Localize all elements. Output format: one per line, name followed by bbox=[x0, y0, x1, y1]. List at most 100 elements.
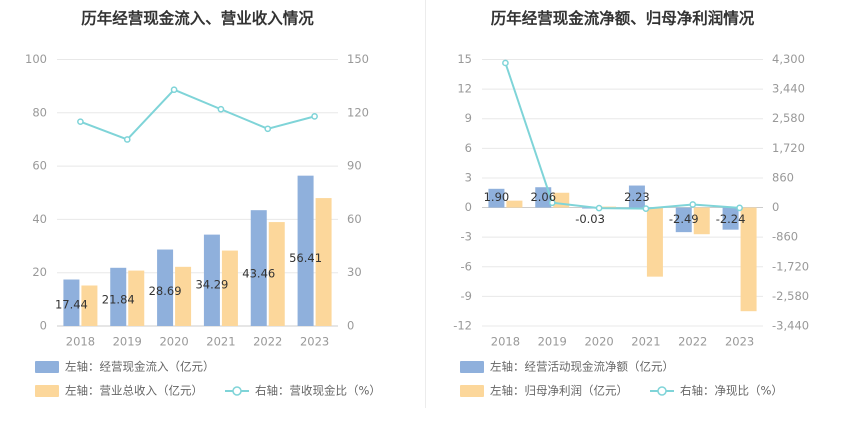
y-right-tick-label: 60 bbox=[347, 212, 362, 226]
data-label: 17.44 bbox=[55, 298, 88, 312]
y-left-tick-label: -9 bbox=[461, 289, 472, 303]
data-label: 34.29 bbox=[195, 277, 228, 291]
bar-secondary bbox=[175, 266, 192, 326]
x-tick-label: 2023 bbox=[725, 335, 754, 349]
bar-secondary bbox=[81, 285, 98, 326]
y-right-tick-label: -3,440 bbox=[772, 319, 809, 333]
bar-secondary bbox=[315, 198, 332, 326]
chart-net-cash-profit: 历年经营现金流净额、归母净利润情况 -12 -3,440 -9 -2,580 -6 -1,7… bbox=[453, 9, 809, 398]
x-tick-label: 2023 bbox=[300, 335, 329, 349]
x-tick-label: 2020 bbox=[584, 335, 613, 349]
x-tick-label: 2018 bbox=[66, 335, 95, 349]
line-point bbox=[170, 86, 178, 94]
bar-primary bbox=[582, 207, 599, 209]
y-left-tick-label: 0 bbox=[465, 200, 472, 214]
x-tick-label: 2022 bbox=[678, 335, 707, 349]
line-point bbox=[311, 113, 318, 120]
x-tick-label: 2019 bbox=[538, 335, 567, 349]
y-right-tick-label: -860 bbox=[772, 230, 798, 244]
legend-label: 左轴：经营现金流入（亿元） bbox=[65, 360, 215, 374]
line-point bbox=[217, 105, 225, 113]
bar-primary bbox=[675, 207, 692, 233]
line-point bbox=[77, 118, 84, 126]
legend-swatch-primary-bar bbox=[35, 361, 59, 373]
y-left-tick-label: -3 bbox=[461, 230, 472, 244]
y-right-tick-label: 4,300 bbox=[772, 52, 805, 66]
bar-secondary bbox=[693, 207, 710, 235]
bar-primary bbox=[488, 188, 505, 208]
chart-cash-inflow-revenue: 历年经营现金流入、营业收入情况 0 0 20 30 40 60 60 90 80 120 100 150… bbox=[25, 9, 381, 398]
bar-primary bbox=[250, 210, 267, 326]
chart-panel-net-cash-profit: 历年经营现金流净额、归母净利润情况 -12 -3,440 -9 -2,580 -6 -1,7… bbox=[425, 0, 850, 437]
bar-primary bbox=[535, 187, 552, 208]
legend-label: 左轴：经营活动现金流净额（亿元） bbox=[490, 360, 674, 374]
data-label: 2.06 bbox=[530, 190, 556, 204]
y-right-tick-label: 150 bbox=[347, 52, 369, 66]
y-left-tick-label: 15 bbox=[457, 52, 472, 66]
y-right-tick-label: 90 bbox=[347, 159, 362, 173]
y-right-tick-label: 120 bbox=[347, 105, 369, 119]
legend-label: 右轴：净现比（%） bbox=[680, 384, 783, 398]
y-left-tick-label: -12 bbox=[453, 319, 472, 333]
x-tick-label: 2020 bbox=[159, 335, 188, 349]
data-label: 56.41 bbox=[289, 251, 322, 265]
data-label: 43.46 bbox=[242, 266, 275, 280]
bar-secondary bbox=[506, 200, 523, 208]
legend-label: 右轴：营收现金比（%） bbox=[255, 384, 381, 398]
y-right-tick-label: 0 bbox=[347, 319, 354, 333]
y-right-tick-label: -2,580 bbox=[772, 289, 809, 303]
series-line bbox=[80, 88, 315, 141]
y-left-tick-label: 20 bbox=[32, 265, 47, 279]
legend-swatch-secondary-bar bbox=[460, 385, 484, 397]
x-tick-label: 2021 bbox=[631, 335, 660, 349]
y-left-tick-label: 80 bbox=[32, 105, 47, 119]
panel-divider bbox=[425, 0, 426, 408]
legend-label: 左轴：归母净利润（亿元） bbox=[490, 384, 628, 398]
y-right-tick-label: 3,440 bbox=[772, 82, 805, 96]
bar-secondary bbox=[600, 206, 617, 208]
line-point bbox=[123, 136, 131, 143]
bar-primary bbox=[110, 267, 127, 326]
line-point bbox=[595, 204, 603, 212]
y-right-tick-label: 0 bbox=[772, 200, 779, 214]
bar-secondary bbox=[646, 207, 663, 277]
y-right-tick-label: 30 bbox=[347, 265, 362, 279]
chart-title: 历年经营现金流净额、归母净利润情况 bbox=[491, 9, 755, 28]
y-left-tick-label: 3 bbox=[465, 170, 472, 184]
data-label: -2.24 bbox=[716, 212, 746, 226]
bar-primary bbox=[297, 175, 314, 326]
legend-swatch-secondary-bar bbox=[35, 385, 59, 397]
bar-secondary bbox=[740, 207, 757, 312]
y-left-tick-label: 40 bbox=[32, 212, 47, 226]
y-left-tick-label: 9 bbox=[465, 111, 472, 125]
bar-primary bbox=[628, 185, 645, 208]
y-left-tick-label: 100 bbox=[25, 52, 47, 66]
y-left-tick-label: 0 bbox=[40, 319, 47, 333]
bar-secondary bbox=[128, 270, 145, 326]
x-tick-label: 2018 bbox=[491, 335, 520, 349]
line-point bbox=[689, 201, 697, 208]
chart-panel-cash-inflow-revenue: 历年经营现金流入、营业收入情况 0 0 20 30 40 60 60 90 80 120 100 150… bbox=[0, 0, 425, 437]
line-point bbox=[502, 59, 509, 67]
line-point bbox=[264, 125, 272, 133]
y-right-tick-label: 1,720 bbox=[772, 141, 805, 155]
bar-secondary bbox=[221, 250, 238, 326]
line-point bbox=[736, 204, 743, 212]
y-left-tick-label: 6 bbox=[465, 141, 472, 155]
bar-primary bbox=[157, 249, 174, 326]
x-tick-label: 2019 bbox=[113, 335, 142, 349]
y-left-tick-label: 60 bbox=[32, 159, 47, 173]
legend-label: 左轴：营业总收入（亿元） bbox=[65, 384, 203, 398]
y-right-tick-label: -1,720 bbox=[772, 259, 809, 273]
data-label: 1.90 bbox=[484, 190, 510, 204]
line-point bbox=[548, 199, 556, 207]
y-left-tick-label: 12 bbox=[457, 82, 472, 96]
bar-primary bbox=[203, 234, 220, 326]
data-label: -0.03 bbox=[575, 212, 605, 226]
bar-secondary bbox=[268, 222, 285, 326]
x-tick-label: 2022 bbox=[253, 335, 282, 349]
bar-primary bbox=[722, 207, 739, 230]
line-point bbox=[642, 205, 650, 212]
y-right-tick-label: 860 bbox=[772, 170, 794, 184]
data-label: 28.69 bbox=[149, 284, 182, 298]
